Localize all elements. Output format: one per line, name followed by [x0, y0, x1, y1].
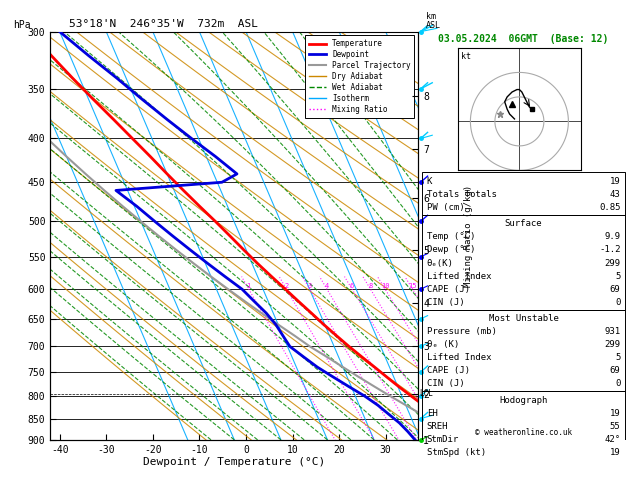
Text: 5: 5 — [615, 353, 621, 362]
Text: Dewp (°C): Dewp (°C) — [426, 245, 475, 255]
Text: θₑ(K): θₑ(K) — [426, 259, 454, 268]
X-axis label: Dewpoint / Temperature (°C): Dewpoint / Temperature (°C) — [143, 457, 325, 468]
Text: θₑ (K): θₑ (K) — [426, 340, 459, 349]
Text: 4: 4 — [325, 283, 329, 289]
Text: Lifted Index: Lifted Index — [426, 353, 491, 362]
Text: -1.2: -1.2 — [599, 245, 621, 255]
Text: Pressure (mb): Pressure (mb) — [426, 327, 496, 336]
Text: CIN (J): CIN (J) — [426, 380, 464, 388]
Text: K: K — [426, 177, 432, 186]
Text: km
ASL: km ASL — [426, 12, 441, 30]
Text: 69: 69 — [610, 366, 621, 375]
Text: 69: 69 — [610, 285, 621, 294]
Text: 299: 299 — [604, 340, 621, 349]
Legend: Temperature, Dewpoint, Parcel Trajectory, Dry Adiabat, Wet Adiabat, Isotherm, Mi: Temperature, Dewpoint, Parcel Trajectory… — [305, 35, 415, 118]
Bar — [423, 215, 625, 310]
Text: 3: 3 — [308, 283, 312, 289]
Y-axis label: Mixing Ratio (g/kg): Mixing Ratio (g/kg) — [464, 185, 473, 287]
Text: 0.85: 0.85 — [599, 203, 621, 212]
Text: 931: 931 — [604, 327, 621, 336]
Bar — [423, 310, 625, 391]
Text: 1: 1 — [247, 283, 251, 289]
Text: Surface: Surface — [505, 219, 542, 228]
Text: 8: 8 — [369, 283, 372, 289]
Text: PW (cm): PW (cm) — [426, 203, 464, 212]
Text: 03.05.2024  06GMT  (Base: 12): 03.05.2024 06GMT (Base: 12) — [438, 34, 609, 44]
Text: Most Unstable: Most Unstable — [489, 314, 559, 323]
Text: 19: 19 — [610, 177, 621, 186]
Text: 53°18'N  246°35'W  732m  ASL: 53°18'N 246°35'W 732m ASL — [69, 19, 258, 30]
Text: 19: 19 — [610, 409, 621, 418]
Bar — [423, 173, 625, 215]
Text: 0: 0 — [615, 298, 621, 307]
Text: LCL: LCL — [420, 389, 433, 398]
Text: Totals Totals: Totals Totals — [426, 190, 496, 199]
Text: © weatheronline.co.uk: © weatheronline.co.uk — [475, 428, 572, 436]
Text: EH: EH — [426, 409, 437, 418]
Text: 15: 15 — [408, 283, 417, 289]
Text: Temp (°C): Temp (°C) — [426, 232, 475, 242]
Text: CAPE (J): CAPE (J) — [426, 366, 470, 375]
Text: 55: 55 — [610, 422, 621, 431]
Text: CIN (J): CIN (J) — [426, 298, 464, 307]
Text: 19: 19 — [610, 448, 621, 457]
Text: Hodograph: Hodograph — [499, 396, 548, 405]
Text: hPa: hPa — [14, 19, 31, 30]
Bar — [423, 391, 625, 460]
Text: CAPE (J): CAPE (J) — [426, 285, 470, 294]
Text: kt: kt — [460, 52, 470, 61]
Text: 2: 2 — [284, 283, 289, 289]
Text: 43: 43 — [610, 190, 621, 199]
Text: StmDir: StmDir — [426, 435, 459, 444]
Text: 5: 5 — [615, 272, 621, 280]
Text: Lifted Index: Lifted Index — [426, 272, 491, 280]
Text: 0: 0 — [615, 380, 621, 388]
Text: 9.9: 9.9 — [604, 232, 621, 242]
Text: 6: 6 — [350, 283, 354, 289]
Text: 42°: 42° — [604, 435, 621, 444]
Text: 10: 10 — [381, 283, 389, 289]
Text: SREH: SREH — [426, 422, 448, 431]
Text: StmSpd (kt): StmSpd (kt) — [426, 448, 486, 457]
Text: 299: 299 — [604, 259, 621, 268]
